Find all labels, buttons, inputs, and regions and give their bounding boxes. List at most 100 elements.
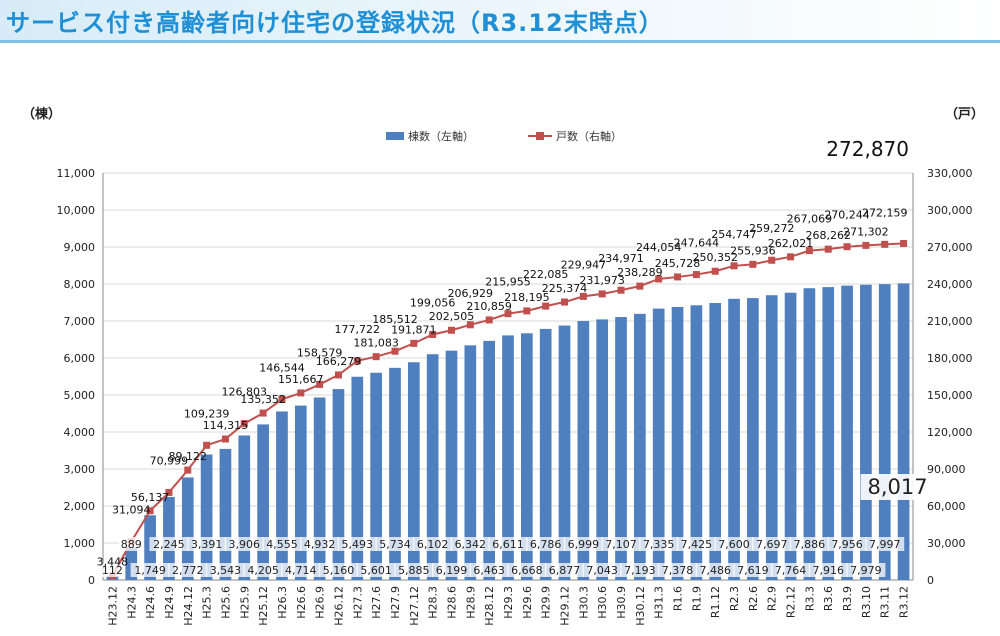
line-value-label: 89,122 [169, 450, 208, 463]
bar-value-label: 5,734 [379, 538, 411, 551]
line-value-label: 151,667 [278, 373, 324, 386]
bar-value-label: 7,486 [699, 564, 731, 577]
line-value-label: 158,579 [297, 346, 343, 359]
bar-value-label: 5,885 [398, 564, 430, 577]
line-marker [429, 330, 437, 338]
line-value-label: 126,803 [222, 386, 268, 399]
bar [652, 308, 665, 580]
line-value-label: 206,929 [448, 287, 494, 300]
bar-value-label: 4,932 [304, 538, 336, 551]
bar-value-label: 7,193 [624, 564, 656, 577]
bar-value-label: 4,205 [247, 564, 279, 577]
category-label: H27.3 [351, 586, 364, 619]
line-marker [466, 321, 474, 329]
line-value-label: 234,971 [598, 252, 644, 265]
bar [520, 333, 533, 580]
bar [181, 477, 194, 580]
left-tick-label: 0 [88, 574, 95, 587]
bar [483, 340, 496, 580]
bar-value-label: 7,916 [812, 564, 844, 577]
line-marker [900, 239, 908, 247]
category-label: H29.9 [540, 586, 553, 619]
bar [445, 350, 458, 580]
line-marker [165, 488, 173, 496]
category-label: H29.6 [521, 586, 534, 619]
bar-label-bg [620, 563, 660, 577]
bar [370, 372, 382, 580]
bar-value-label: 7,378 [662, 564, 694, 577]
category-label: H29.12 [559, 586, 572, 626]
bar-label-bg [827, 537, 867, 551]
category-label: R1.9 [690, 586, 703, 611]
line-value-label: 259,272 [749, 222, 795, 235]
category-label: H31.3 [653, 586, 666, 619]
left-tick-label: 2,000 [64, 500, 96, 513]
line-marker [278, 395, 286, 403]
bar-value-label: 7,335 [643, 538, 675, 551]
bar-label-bg [168, 563, 208, 577]
line-value-label: 272,159 [862, 206, 908, 219]
category-label: H28.12 [483, 586, 496, 626]
line-marker [730, 262, 738, 270]
line-marker [692, 271, 700, 279]
bar-label-bg [695, 563, 735, 577]
line-value-label: 199,056 [410, 296, 456, 309]
bar-label-bg [431, 563, 471, 577]
bar-value-label: 6,342 [455, 538, 487, 551]
bar-label-bg [243, 563, 283, 577]
bar [464, 345, 477, 580]
line-marker [297, 389, 305, 397]
category-label: H26.3 [276, 586, 289, 619]
right-tick-label: 30,000 [927, 537, 966, 550]
bar-label-bg [281, 563, 321, 577]
line-value-label: 109,239 [184, 407, 230, 420]
bar [407, 362, 420, 580]
bar-value-label: 7,697 [756, 538, 788, 551]
line-value-label: 218,195 [504, 291, 550, 304]
category-label: H25.6 [219, 586, 232, 619]
bar [671, 307, 684, 580]
bar-value-label: 889 [121, 538, 142, 551]
bar-label-bg [658, 563, 698, 577]
line-marker [221, 435, 229, 443]
left-axis-label: （棟） [22, 106, 61, 122]
line-value-label: 177,722 [335, 323, 381, 336]
legend-bar-label: 棟数（左軸） [408, 129, 474, 143]
left-tick-label: 7,000 [64, 315, 96, 328]
right-tick-label: 60,000 [927, 500, 966, 513]
line-value-label: 254,747 [711, 228, 757, 241]
bar-value-label: 3,391 [191, 538, 223, 551]
line-value-label: 166,279 [316, 355, 362, 368]
bar [276, 411, 288, 580]
bar-value-label: 6,463 [473, 564, 505, 577]
line-marker [184, 466, 192, 474]
left-tick-label: 1,000 [64, 537, 96, 550]
right-tick-label: 0 [927, 574, 934, 587]
line-marker [353, 357, 361, 365]
category-label: R2.6 [747, 586, 760, 611]
line-value-label: 31,094 [112, 504, 151, 517]
line-value-label: 262,021 [768, 237, 814, 250]
bar [841, 285, 853, 580]
category-label: R1.12 [709, 586, 722, 618]
line-value-label: 185,512 [372, 313, 418, 326]
category-label: H24.12 [182, 586, 195, 626]
bar [219, 448, 232, 580]
bar [784, 292, 797, 580]
page-title: サービス付き高齢者向け住宅の登録状況（R3.12末時点） [6, 9, 664, 37]
bar [728, 298, 740, 580]
bar [238, 435, 251, 580]
line-marker [316, 380, 324, 388]
line-value-label: 191,871 [391, 323, 437, 336]
right-tick-label: 180,000 [927, 352, 973, 365]
bar-value-label: 7,043 [586, 564, 618, 577]
bar [502, 335, 514, 580]
bar-label-bg [846, 563, 886, 577]
bar-label-bg [187, 537, 227, 551]
right-tick-label: 150,000 [927, 389, 973, 402]
bar-label-bg [118, 537, 144, 551]
bar [765, 295, 778, 580]
line-marker [410, 339, 418, 347]
category-label: H27.9 [389, 586, 402, 619]
